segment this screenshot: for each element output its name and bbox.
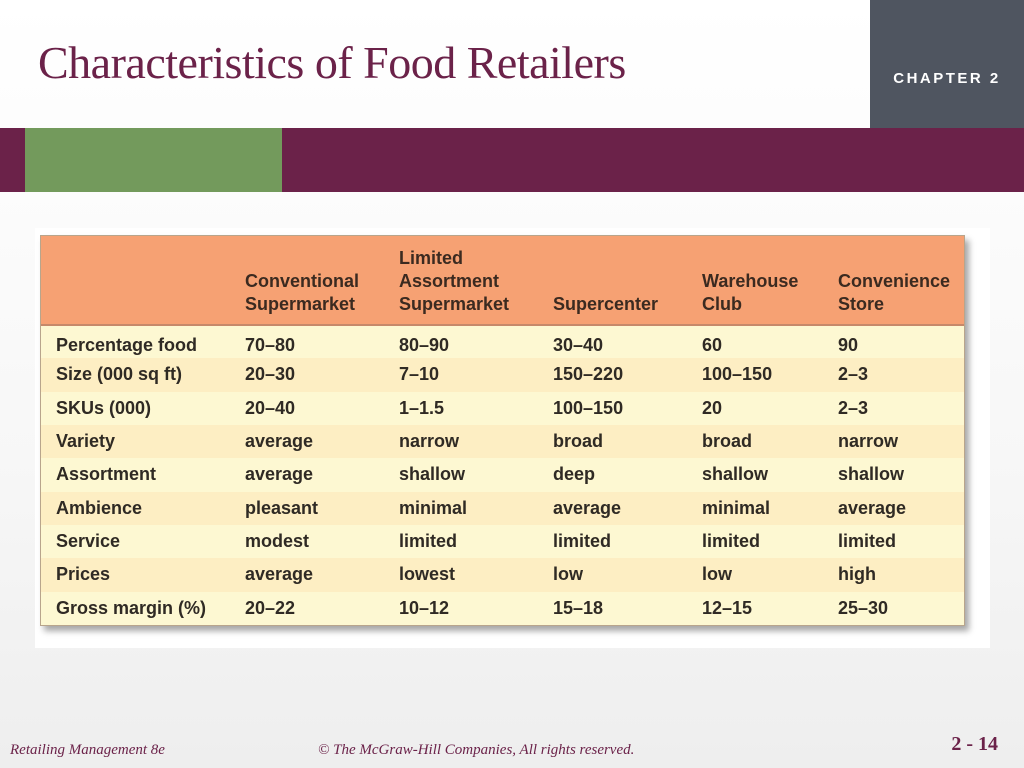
row-label: Prices: [56, 564, 111, 585]
table-cell: deep: [553, 464, 596, 485]
table-cell: modest: [245, 531, 310, 552]
column-header: Supercenter: [553, 236, 702, 326]
row-label: Service: [56, 531, 121, 552]
table-cell: shallow: [838, 464, 905, 485]
row-label: Gross margin (%): [56, 597, 207, 618]
column-header: Conventional Supermarket: [245, 236, 399, 326]
column-header-line: Assortment: [399, 271, 500, 291]
column-header-line: Convenience: [838, 271, 951, 291]
row-label: Size (000 sq ft): [56, 364, 183, 385]
table-header-row: Conventional Supermarket Limited Assortment…: [41, 236, 964, 326]
table-cell: shallow: [702, 464, 769, 485]
table-cell: low: [702, 564, 732, 585]
table-cell: minimal: [399, 497, 468, 518]
table-cell: 2–3: [838, 397, 869, 418]
table-cell: 70–80: [245, 334, 296, 355]
table-cell: average: [245, 431, 314, 452]
slide-title: Characteristics of Food Retailers: [38, 37, 626, 88]
table-cell: 20–22: [245, 597, 296, 618]
table-row: Percentage food 70–80 80–90 30–40 60 90: [41, 325, 964, 359]
column-header: Convenience Store: [838, 236, 964, 326]
table-row: Ambience pleasant minimal average minimal ave…: [41, 491, 964, 525]
table-cell: 30–40: [553, 334, 604, 355]
column-header-line: Club: [702, 294, 742, 314]
table-cell: 15–18: [553, 597, 604, 618]
table-cell: 80–90: [399, 334, 450, 355]
table-cell: average: [245, 464, 314, 485]
column-header: Warehouse Club: [702, 236, 838, 326]
table-cell: 20–30: [245, 364, 296, 385]
table-cell: low: [553, 564, 583, 585]
table-cell: pleasant: [245, 497, 319, 518]
chapter-box: CHAPTER 2: [870, 0, 1024, 128]
table-cell: narrow: [399, 431, 460, 452]
table-cell: high: [838, 564, 876, 585]
table-cell: shallow: [399, 464, 466, 485]
table-row: Assortment average shallow deep shallow shall…: [41, 458, 964, 492]
row-label: Ambience: [56, 497, 143, 518]
chapter-label: CHAPTER 2: [893, 69, 1001, 87]
column-header-line: Conventional: [245, 271, 360, 291]
footer-book-title: Retailing Management 8e: [10, 742, 165, 758]
table-cell: 10–12: [399, 597, 450, 618]
column-header-line: Supercenter: [553, 294, 659, 314]
row-label: Variety: [56, 431, 116, 452]
table-cell: broad: [553, 431, 604, 452]
table-cell: average: [245, 564, 314, 585]
table-cell: narrow: [838, 431, 899, 452]
table-frame: Conventional Supermarket Limited Assortment…: [35, 228, 990, 648]
table-row: Service modest limited limited limited limite…: [41, 524, 964, 559]
column-header-line: Supermarket: [245, 294, 356, 314]
table-cell: lowest: [399, 564, 456, 585]
table-cell: 25–30: [838, 597, 889, 618]
column-header-line: Warehouse: [702, 271, 799, 291]
table-cell: 12–15: [702, 597, 753, 618]
table-row: Prices average lowest low low high: [41, 558, 964, 592]
page-number: 2 - 14: [951, 733, 998, 755]
table-cell: limited: [553, 531, 612, 552]
column-header: [41, 236, 245, 326]
table-cell: 90: [838, 334, 859, 355]
header-band-accent: [25, 128, 282, 192]
food-retailers-table: Conventional Supermarket Limited Assortment…: [40, 235, 965, 626]
table-row: Size (000 sq ft) 20–30 7–10 150–220 100–150 2…: [41, 358, 964, 392]
table-cell: 100–150: [553, 397, 624, 418]
table-cell: average: [838, 497, 907, 518]
table-cell: 1–1.5: [399, 397, 445, 418]
table-cell: 20–40: [245, 397, 296, 418]
footer-copyright: © The McGraw-Hill Companies, All rights …: [318, 742, 635, 758]
column-header-line: Supermarket: [399, 294, 510, 314]
row-label: Assortment: [56, 464, 157, 485]
column-header: Limited Assortment Supermarket: [399, 236, 553, 326]
row-label: Percentage food: [56, 334, 198, 355]
table-row: Gross margin (%) 20–22 10–12 15–18 12–15 25–3…: [41, 591, 964, 625]
column-header-line: Store: [838, 294, 885, 314]
table-cell: broad: [702, 431, 753, 452]
table-cell: limited: [702, 531, 761, 552]
table-row: SKUs (000) 20–40 1–1.5 100–150 20 2–3: [41, 391, 964, 425]
table-cell: limited: [399, 531, 458, 552]
table-cell: minimal: [702, 497, 771, 518]
table-cell: limited: [838, 531, 897, 552]
table-cell: 60: [702, 334, 723, 355]
column-header-line: Limited: [399, 248, 464, 268]
table-cell: 150–220: [553, 364, 624, 385]
table-cell: 100–150: [702, 364, 773, 385]
table-cell: 7–10: [399, 364, 440, 385]
table-cell: 2–3: [838, 364, 869, 385]
row-label: SKUs (000): [56, 397, 152, 418]
table-cell: 20: [702, 397, 723, 418]
table-cell: average: [553, 497, 622, 518]
table-row: Variety average narrow broad broad narrow: [41, 424, 964, 459]
